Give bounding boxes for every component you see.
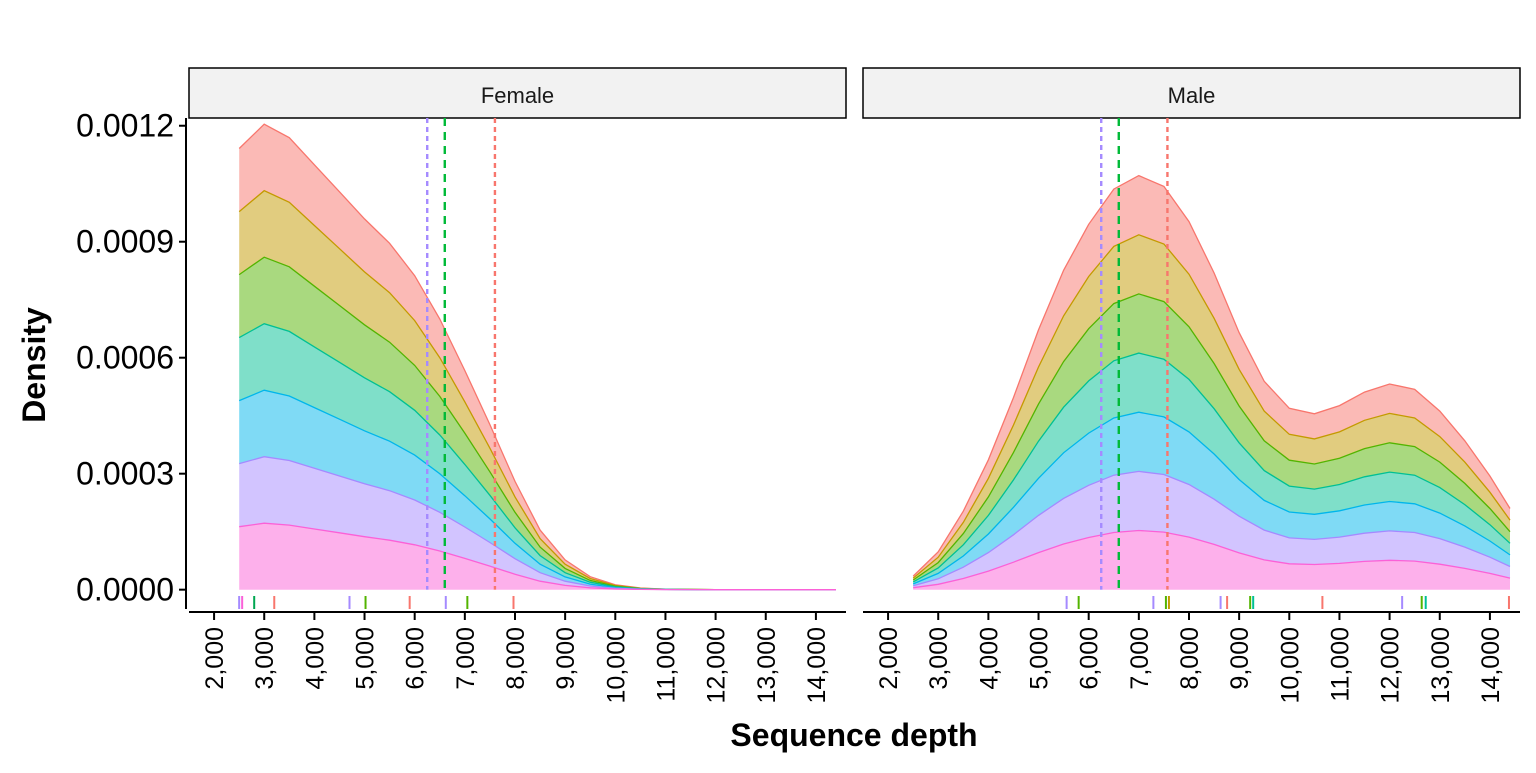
density-area-0 — [913, 175, 1510, 579]
x-tick-label: 7,000 — [1126, 627, 1154, 690]
x-tick-label: 11,000 — [1326, 627, 1354, 702]
x-tick-label: 4,000 — [301, 627, 329, 690]
x-tick-label: 2,000 — [875, 627, 903, 690]
y-axis-title: Density — [16, 307, 52, 423]
density-line-6 — [239, 522, 836, 591]
facet-strip — [188, 67, 847, 119]
x-tick-label: 9,000 — [1226, 627, 1254, 690]
facet-strip — [862, 67, 1521, 119]
x-tick-label: 8,000 — [1176, 627, 1204, 690]
panel-male: Male 2,000 3,000 4,000 5,000 6,000 7,000 8,000 9… — [862, 67, 1521, 703]
density-area-4 — [913, 412, 1510, 586]
x-tick-label: 13,000 — [753, 627, 781, 703]
x-tick-label: 13,000 — [1427, 627, 1455, 703]
x-tick-label: 3,000 — [925, 627, 953, 690]
density-area-2 — [239, 257, 836, 590]
facet-strip-label: Female — [481, 83, 554, 108]
density-area-5 — [239, 456, 836, 590]
x-tick-label: 4,000 — [975, 627, 1003, 690]
x-tick-label: 11,000 — [652, 627, 680, 702]
density-line-4 — [912, 411, 1511, 585]
x-tick-label: 12,000 — [703, 627, 731, 703]
y-tick-label: 0.0006 — [76, 340, 174, 376]
density-area-2 — [913, 293, 1510, 582]
density-line-2 — [912, 293, 1511, 581]
density-area-4 — [239, 390, 836, 590]
x-tick-label: 5,000 — [1026, 627, 1054, 690]
x-tick-label: 6,000 — [402, 627, 430, 690]
x-tick-label: 2,000 — [201, 627, 229, 690]
x-axis-title: Sequence depth — [730, 717, 977, 753]
x-tick-label: 10,000 — [602, 627, 630, 703]
density-area-1 — [913, 234, 1510, 581]
density-line-0 — [912, 174, 1511, 577]
y-tick-label: 0.0003 — [76, 456, 174, 492]
x-tick-label: 14,000 — [1477, 627, 1505, 703]
y-tick-label: 0.0012 — [76, 108, 174, 144]
facet-strip-label: Male — [1168, 83, 1216, 108]
x-tick-label: 7,000 — [452, 627, 480, 690]
density-line-3 — [912, 352, 1511, 583]
x-tick-label: 9,000 — [552, 627, 580, 690]
density-area-5 — [913, 471, 1510, 588]
x-tick-label: 14,000 — [803, 627, 831, 703]
density-area-6 — [913, 530, 1510, 590]
x-tick-label: 5,000 — [352, 627, 380, 690]
density-area-3 — [913, 353, 1510, 584]
x-tick-label: 8,000 — [502, 627, 530, 690]
x-tick-label: 12,000 — [1377, 627, 1405, 703]
panel-female: Female 2,000 3,000 4,000 5,000 6,000 7,000 8,00… — [188, 67, 847, 703]
density-line-5 — [913, 470, 1511, 587]
density-area-0 — [239, 124, 836, 590]
x-tick-label: 3,000 — [251, 627, 279, 690]
density-line-6 — [913, 529, 1511, 589]
density-area-6 — [239, 523, 836, 590]
x-tick-label: 10,000 — [1276, 627, 1304, 703]
x-tick-label: 6,000 — [1076, 627, 1104, 690]
density-line-1 — [912, 234, 1511, 579]
y-tick-label: 0.0000 — [76, 572, 174, 608]
density-area-3 — [239, 323, 836, 590]
density-area-1 — [239, 190, 836, 590]
y-tick-label: 0.0009 — [76, 224, 174, 260]
